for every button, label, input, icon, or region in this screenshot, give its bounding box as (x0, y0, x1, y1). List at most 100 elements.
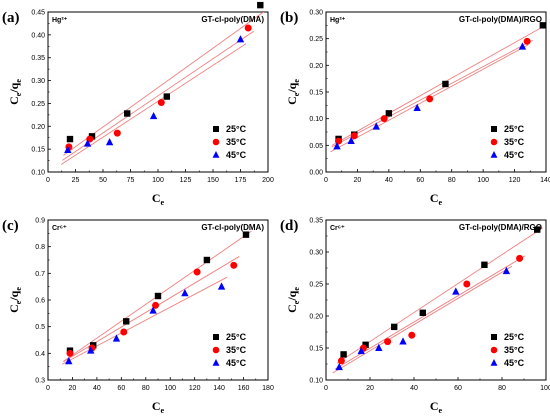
data-point (242, 231, 250, 238)
chart-panel-2: 0 20 40 60 80 100 120 140 0.00 0.05 0.10 0.15 0.20 0.… (280, 10, 550, 208)
x-tick-label: 80 (498, 385, 506, 392)
data-point (120, 328, 128, 336)
x-tick-label: 40 (93, 385, 101, 392)
plot-frame (47, 219, 269, 381)
y-tick-label: 0.15 (309, 90, 323, 97)
data-point (230, 261, 238, 269)
data-point (357, 346, 365, 355)
chart-title: GT-cl-poly(DMA)/RGO (459, 223, 542, 232)
x-tick-label: 40 (385, 177, 393, 184)
data-point (83, 139, 92, 147)
data-point (399, 337, 407, 345)
x-tick-label: 20 (366, 385, 374, 392)
y-tick-label: 0.20 (31, 124, 45, 131)
y-tick-label: 0.25 (309, 36, 323, 43)
panel-label: (d) (280, 218, 298, 234)
data-point (87, 346, 95, 354)
data-point (203, 256, 211, 264)
y-axis-label: Ce/qe (285, 287, 301, 313)
data-point (463, 280, 471, 288)
data-point (154, 292, 162, 300)
legend-marker (490, 150, 498, 158)
y-tick-label: 0.6 (35, 298, 45, 305)
y-tick-label: 0.10 (309, 116, 323, 123)
ion-label: Cr⁶⁺ (330, 225, 345, 232)
data-point (481, 261, 488, 268)
fit-line (61, 276, 228, 365)
data-point (534, 226, 541, 233)
chart-title: GT-cl-poly(DMA)/RGO (459, 15, 542, 24)
legend-marker (490, 138, 498, 146)
legend-marker (213, 126, 219, 132)
data-point (516, 254, 524, 262)
data-point (337, 357, 345, 365)
data-point (163, 93, 170, 100)
data-point (372, 122, 380, 130)
data-point (419, 309, 426, 316)
ion-label: Cr⁶⁺ (52, 225, 67, 232)
data-point (413, 103, 421, 111)
data-point (112, 334, 121, 342)
y-tick-label: 0.4 (35, 351, 45, 358)
data-point (65, 357, 73, 365)
ion-label: Hg²⁺ (330, 17, 346, 24)
chart-title: GT-cl-poly(DMA) (201, 15, 264, 24)
data-point (257, 1, 264, 9)
chart-panel-3: 0 20 40 60 80 100 120 140 160 180 0.3 0.4 0.5 0.6 0.7 0… (2, 218, 274, 416)
panel-label: (c) (2, 218, 19, 234)
x-tick-label: 100 (152, 177, 164, 184)
y-tick-label: 0.45 (31, 10, 45, 17)
x-tick-label: 20 (69, 385, 77, 392)
x-tick-label: 0 (324, 177, 328, 184)
x-tick-label: 175 (235, 177, 247, 184)
x-tick-label: 25 (72, 177, 80, 184)
data-point (350, 132, 358, 140)
legend-entry: 35°C (226, 137, 247, 147)
legend-marker (490, 358, 498, 366)
y-tick-label: 0.25 (31, 101, 45, 108)
data-point (113, 129, 121, 137)
y-tick-label: 0.30 (309, 10, 323, 17)
legend-entry: 35°C (504, 345, 525, 355)
y-axis-label: Ce/qe (7, 287, 23, 313)
ion-label: Hg²⁺ (52, 17, 68, 24)
data-point (380, 115, 388, 123)
y-tick-label: 0.35 (309, 218, 323, 225)
x-tick-label: 40 (410, 385, 418, 392)
x-tick-label: 140 (213, 385, 225, 392)
legend-marker (490, 346, 498, 354)
data-point (105, 138, 114, 146)
x-axis-label: Ce (152, 191, 165, 207)
y-tick-label: 0.15 (31, 147, 45, 154)
data-point (335, 362, 343, 371)
plot-frame (325, 219, 547, 381)
y-tick-label: 0.8 (35, 244, 45, 251)
x-tick-label: 60 (416, 177, 424, 184)
y-tick-label: 0.3 (35, 378, 45, 385)
y-tick-label: 0.20 (309, 314, 323, 321)
data-point (149, 111, 158, 120)
x-axis-label: Ce (430, 399, 443, 415)
y-tick-label: 0.35 (31, 55, 45, 62)
x-tick-label: 120 (509, 177, 521, 184)
data-point (157, 99, 165, 107)
y-tick-label: 0.9 (35, 218, 45, 225)
x-tick-label: 200 (262, 177, 274, 184)
data-point (123, 318, 130, 325)
x-axis-label: Ce (430, 191, 443, 207)
x-tick-label: 140 (540, 177, 550, 184)
chart-panel-1: 0 25 50 75 100 125 150 175 200 0.10 0.15 0.20 0.25 0.… (2, 1, 274, 207)
x-tick-label: 160 (238, 385, 250, 392)
legend-marker (212, 346, 220, 354)
y-axis-label: Ce/qe (285, 79, 301, 105)
legend-entry: 45°C (226, 358, 247, 368)
x-tick-label: 120 (189, 385, 201, 392)
data-point (66, 349, 74, 357)
data-point (426, 95, 434, 103)
data-point (375, 343, 383, 351)
y-tick-label: 0.30 (31, 78, 45, 85)
data-point (340, 351, 347, 358)
panel-label: (b) (280, 10, 298, 26)
data-point (193, 268, 201, 276)
data-point (518, 42, 527, 50)
